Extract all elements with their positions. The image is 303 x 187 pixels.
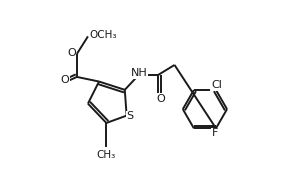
Text: NH: NH — [131, 68, 148, 78]
Text: O: O — [67, 48, 76, 58]
Text: O: O — [156, 94, 165, 104]
Text: S: S — [126, 111, 134, 121]
Text: CH₃: CH₃ — [97, 150, 116, 160]
Text: O: O — [61, 75, 69, 85]
Text: Cl: Cl — [211, 80, 222, 90]
Text: F: F — [212, 128, 218, 138]
Text: OCH₃: OCH₃ — [90, 30, 117, 39]
